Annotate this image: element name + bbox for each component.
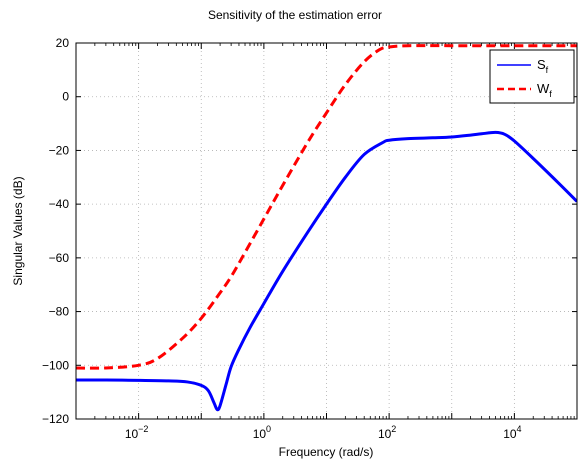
y-tick-label: −80 — [49, 305, 70, 319]
y-tick-label: 20 — [56, 36, 70, 50]
x-tick-label: 100 — [253, 424, 271, 441]
legend: Sf Wf — [489, 49, 575, 104]
y-tick-labels: 20 0 −20 −40 −60 −80 −100 −120 — [42, 36, 69, 426]
y-tick-label: −20 — [49, 143, 70, 157]
x-tick-label: 10−2 — [125, 424, 149, 441]
y-tick-label: −100 — [42, 358, 69, 372]
series-lines — [76, 44, 577, 412]
legend-box — [489, 49, 575, 104]
y-tick-label: −40 — [49, 197, 70, 211]
y-tick-label: −120 — [42, 412, 69, 426]
x-tick-label: 104 — [503, 424, 521, 441]
y-tick-label: −60 — [49, 251, 70, 265]
legend-label-w-f: Wf — [537, 81, 552, 99]
x-tick-labels: 10−2 100 102 104 — [125, 424, 522, 441]
y-tick-label: 0 — [62, 90, 69, 104]
plot-frame — [75, 42, 578, 420]
legend-label-s-f: Sf — [537, 57, 549, 75]
series-line-w-f — [76, 44, 577, 370]
x-tick-label: 102 — [378, 424, 396, 441]
y-axis-label: Singular Values (dB) — [11, 176, 25, 285]
chart-title: Sensitivity of the estimation error — [208, 8, 382, 22]
x-axis-label: Frequency (rad/s) — [279, 445, 374, 459]
series-line-s-f — [76, 130, 577, 412]
